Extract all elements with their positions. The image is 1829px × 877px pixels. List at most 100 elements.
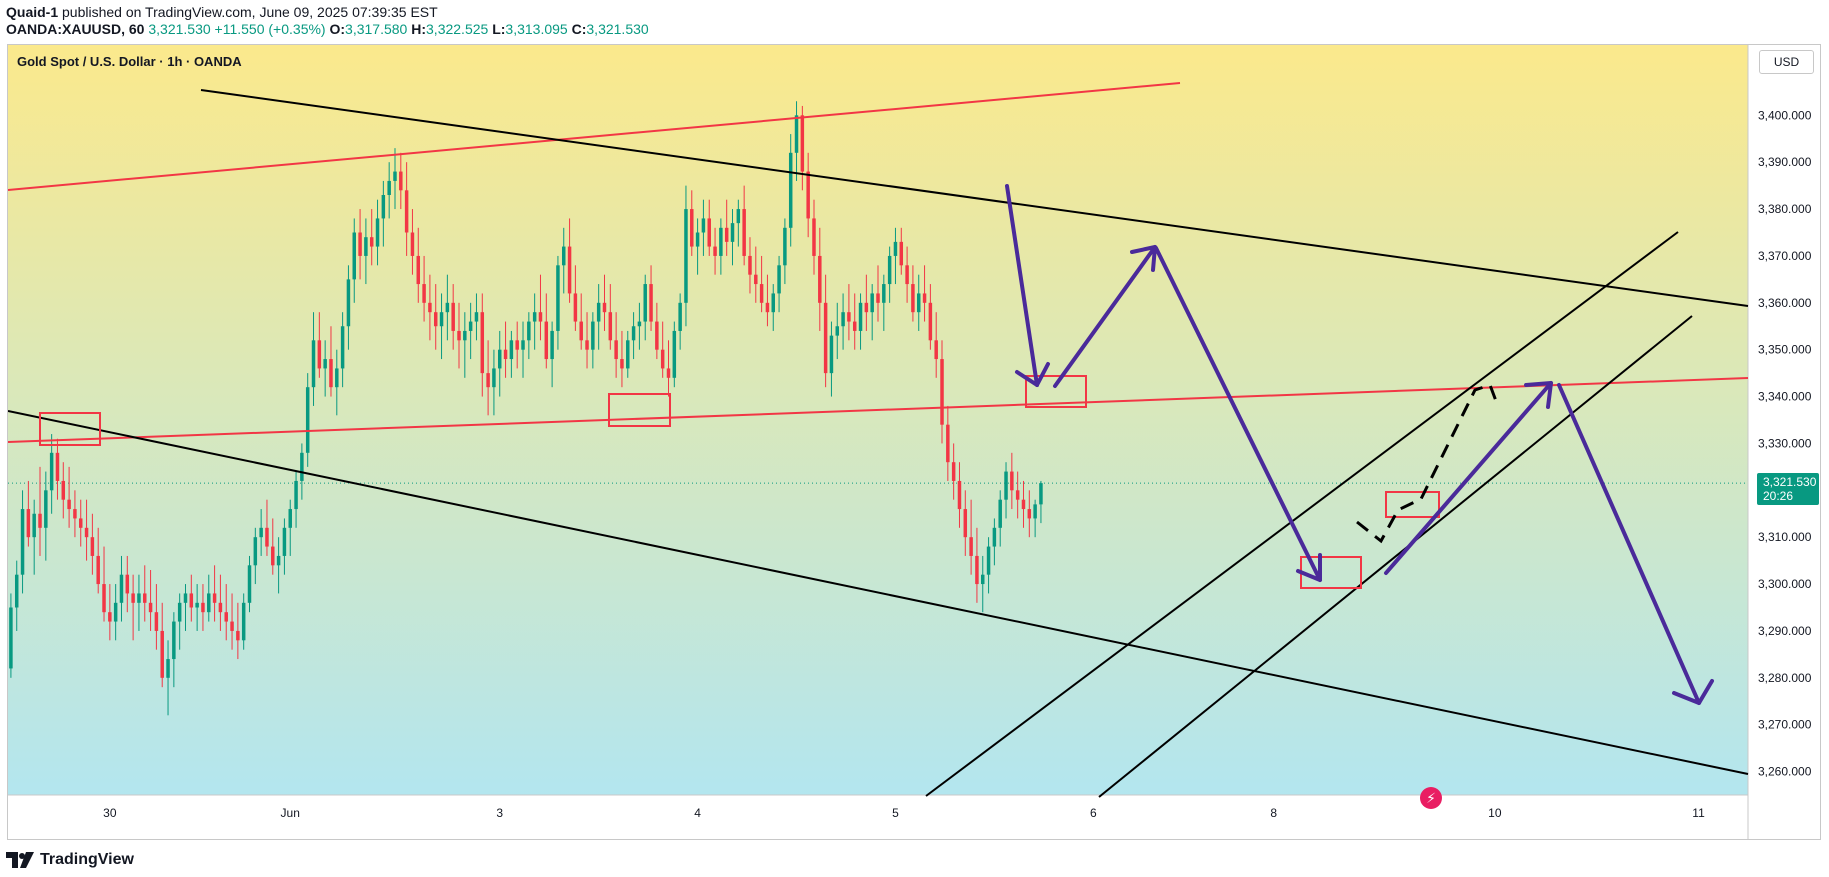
candle[interactable] [294,471,298,528]
candle[interactable] [271,518,275,575]
candle[interactable] [346,265,351,350]
candle[interactable] [637,302,642,350]
candle[interactable] [32,499,36,575]
candle[interactable] [660,321,665,378]
candle[interactable] [177,593,182,650]
candle[interactable] [497,330,502,397]
currency-button[interactable]: USD [1759,50,1814,74]
candle[interactable] [218,574,223,631]
candle[interactable] [1033,499,1037,538]
candle[interactable] [847,284,851,341]
candle[interactable] [9,593,13,678]
candle[interactable] [329,326,333,397]
candle[interactable] [38,466,42,556]
candle[interactable] [404,162,409,256]
candle[interactable] [946,405,950,481]
price-axis-area[interactable] [1748,45,1821,840]
candle[interactable] [818,227,822,331]
candle[interactable] [951,443,956,500]
candle[interactable] [1021,480,1026,528]
candle[interactable] [113,584,118,641]
candle[interactable] [49,434,54,514]
candle[interactable] [439,293,444,360]
candle[interactable] [986,537,991,594]
candle[interactable] [783,218,787,285]
candle[interactable] [788,134,793,247]
candle[interactable] [649,265,653,331]
candle[interactable] [44,471,48,561]
highlight-box[interactable] [39,412,101,446]
candle[interactable] [585,312,589,369]
candle[interactable] [224,584,228,641]
candle[interactable] [119,555,124,622]
candle[interactable] [364,218,368,285]
candle[interactable] [550,321,554,388]
candle[interactable] [911,265,915,322]
candle[interactable] [887,246,892,303]
candle[interactable] [137,574,141,631]
candle[interactable] [143,565,147,622]
candle[interactable] [474,293,479,341]
candle[interactable] [812,199,816,275]
candle[interactable] [305,373,310,467]
candle[interactable] [399,152,403,210]
candle[interactable] [736,199,741,247]
black-channel-line-lower[interactable] [1098,315,1693,798]
candle[interactable] [387,162,391,219]
candle[interactable] [724,199,729,256]
candle[interactable] [381,180,386,247]
time-axis-area[interactable] [8,795,1748,840]
candle[interactable] [655,302,659,360]
candle[interactable] [416,227,421,303]
candle[interactable] [230,593,234,650]
candle[interactable] [754,246,758,303]
candle[interactable] [1010,452,1014,510]
dashed-projection-path[interactable] [1356,383,1498,544]
candle[interactable] [556,255,560,350]
black-channel-line-upper[interactable] [925,231,1679,797]
candle[interactable] [602,274,607,331]
candle[interactable] [684,185,688,327]
candle[interactable] [870,284,874,341]
candle[interactable] [707,199,711,256]
candle[interactable] [701,199,706,256]
candle[interactable] [893,227,898,285]
candle[interactable] [509,330,514,378]
candle[interactable] [265,499,269,556]
candle[interactable] [172,612,176,688]
candle[interactable] [108,584,112,641]
purple-arrow[interactable] [1005,184,1050,387]
black-trendline-descending-lower[interactable] [8,410,1749,775]
candle[interactable] [84,499,89,561]
red-trendline-upper[interactable] [8,82,1181,191]
candle[interactable] [457,302,461,369]
candle[interactable] [998,490,1002,547]
candle[interactable] [14,560,19,631]
candle[interactable] [20,490,25,594]
candle[interactable] [102,546,106,622]
candle[interactable] [678,293,682,350]
candle[interactable] [259,509,263,556]
candle[interactable] [55,438,60,500]
candle[interactable] [515,321,519,369]
candle[interactable] [527,312,531,360]
candle[interactable] [759,255,764,313]
candle[interactable] [323,340,327,397]
candle[interactable] [713,227,717,275]
candle[interactable] [614,312,618,378]
candle[interactable] [591,312,595,369]
candle[interactable] [253,527,258,585]
candle[interactable] [183,584,188,631]
candle[interactable] [934,312,938,378]
highlight-box[interactable] [1385,491,1440,518]
candle[interactable] [67,466,71,528]
candle[interactable] [503,321,508,378]
candle[interactable] [643,274,647,341]
candle[interactable] [690,190,694,256]
candle[interactable] [78,499,83,547]
purple-arrow[interactable] [1154,246,1322,582]
candle[interactable] [61,462,66,519]
candle[interactable] [858,293,863,350]
candle[interactable] [829,321,834,397]
candle[interactable] [905,246,909,303]
